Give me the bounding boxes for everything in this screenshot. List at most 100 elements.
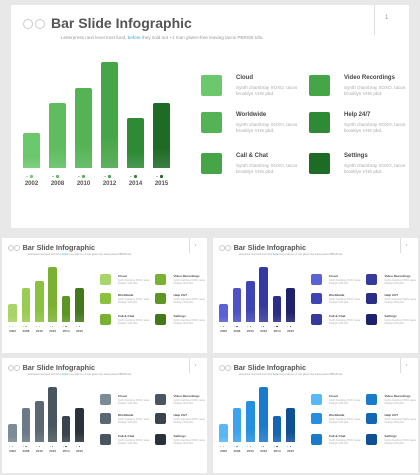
feature-icon-square bbox=[366, 394, 378, 405]
feature-title: Cloud bbox=[328, 394, 338, 399]
logo-circle-icon bbox=[219, 365, 226, 372]
subtitle-link[interactable]: before bbox=[272, 373, 280, 377]
chart-axis-dash bbox=[247, 326, 249, 327]
slide-blue: Bar Slide Infographic Letterpress next le… bbox=[213, 358, 418, 473]
subtitle-text: Letterpress next level trust fund, bbox=[238, 253, 273, 257]
chart-bar-2014 bbox=[61, 416, 71, 442]
page-title: Bar Slide Infographic bbox=[51, 15, 192, 31]
logo-circle-icon bbox=[35, 19, 45, 29]
chart-tick-marker bbox=[262, 325, 265, 328]
feature-description: Synth chambray XOXO, tacos brooklyn VHS … bbox=[117, 319, 150, 326]
chart-bar-2008 bbox=[49, 103, 66, 168]
chart-tick-label: 2015 bbox=[154, 181, 169, 187]
chart-tick-marker bbox=[222, 445, 225, 448]
feature-icon-square bbox=[99, 434, 111, 446]
chart-tick-label: 2014 bbox=[128, 181, 143, 187]
chart-tick-label: 2002 bbox=[220, 448, 227, 453]
feature-icon-square bbox=[310, 314, 322, 326]
feature-title: Worldwide bbox=[328, 293, 345, 298]
chart-tick-label: 2015 bbox=[76, 448, 83, 453]
slide-number: 1 bbox=[405, 363, 408, 368]
chart-tick-marker bbox=[38, 445, 41, 448]
chart-tick-marker bbox=[249, 445, 252, 448]
chart-bar-2015 bbox=[286, 408, 295, 442]
chart-axis-dash bbox=[274, 446, 276, 447]
slide-large: Bar Slide Infographic Letterpress next le… bbox=[11, 5, 409, 228]
feature-description: Synth chambray XOXO, tacos brooklyn VHS … bbox=[173, 279, 205, 286]
feature-title: Cloud bbox=[236, 75, 253, 81]
chart-tick-marker bbox=[289, 445, 292, 448]
feature-icon-square bbox=[155, 274, 167, 285]
feature-icon-square bbox=[309, 153, 330, 174]
chart-tick-marker bbox=[51, 445, 54, 448]
chart-axis-dash bbox=[103, 176, 106, 177]
chart-axis-dash bbox=[36, 326, 38, 327]
feature-icon-square bbox=[310, 293, 322, 304]
feature-description: Synth chambray XOXO, tacos brooklyn VHS … bbox=[117, 439, 150, 446]
chart-axis-dash bbox=[129, 176, 132, 177]
chart-tick-marker bbox=[249, 325, 252, 328]
feature-title: Cloud bbox=[328, 274, 338, 279]
chart-tick-marker bbox=[108, 175, 111, 178]
chart-axis-dash bbox=[287, 446, 289, 447]
subtitle-link[interactable]: before bbox=[61, 253, 69, 257]
subtitle-link[interactable]: before bbox=[127, 35, 141, 40]
chart-tick-marker bbox=[65, 445, 67, 448]
chart-tick-label: 2010 bbox=[246, 448, 254, 453]
chart-tick-label: 2002 bbox=[220, 328, 227, 333]
chart-bar-2010 bbox=[34, 280, 44, 322]
feature-icon-square bbox=[99, 293, 111, 304]
chart-axis-dash bbox=[76, 446, 78, 447]
feature-title: Settings bbox=[344, 153, 368, 159]
feature-title: Worldwide bbox=[117, 413, 134, 418]
feature-description: Synth chambray XOXO, tacos brooklyn VHS … bbox=[173, 439, 205, 446]
subtitle-text: Letterpress next level trust fund, bbox=[238, 373, 273, 377]
feature-icon-square bbox=[310, 394, 322, 405]
chart-bar-2012 bbox=[259, 267, 269, 322]
subtitle-link[interactable]: before bbox=[61, 373, 69, 377]
chart-tick-marker bbox=[134, 175, 137, 178]
feature-icon-square bbox=[310, 274, 322, 285]
subtitle-text: Letterpress next level trust fund, bbox=[61, 35, 128, 40]
logo-circle-icon bbox=[23, 19, 33, 29]
feature-icon-square bbox=[201, 112, 222, 133]
subtitle-text: Letterpress next level trust fund, bbox=[27, 373, 62, 377]
chart-tick-marker bbox=[276, 325, 278, 328]
feature-description: Synth chambray XOXO, tacos brooklyn VHS … bbox=[117, 399, 150, 406]
feature-icon-square bbox=[99, 274, 111, 285]
chart-tick-label: 2010 bbox=[35, 448, 43, 453]
feature-icon-square bbox=[155, 293, 167, 304]
feature-icon-square bbox=[99, 394, 111, 405]
slide-number: 1 bbox=[194, 243, 197, 248]
chart-tick-label: 2008 bbox=[50, 181, 65, 187]
page-title: Bar Slide Infographic bbox=[233, 243, 307, 253]
subtitle-link[interactable]: before bbox=[272, 253, 280, 257]
chart-axis-dash bbox=[49, 326, 51, 327]
chart-axis-dash bbox=[22, 446, 24, 447]
feature-description: Synth chambray XOXO, tacos brooklyn VHS … bbox=[173, 418, 205, 425]
feature-title: Video Recordings bbox=[173, 274, 200, 279]
feature-title: Settings bbox=[384, 434, 397, 439]
chart-tick-label: 2014 bbox=[62, 448, 70, 453]
slide-number-divider bbox=[399, 358, 401, 374]
feature-description: Synth chambray XOXO, tacos brooklyn VHS … bbox=[328, 298, 361, 305]
feature-title: Call & Chat bbox=[117, 314, 135, 319]
chart-tick-label: 2012 bbox=[102, 181, 117, 187]
chart-axis-dash bbox=[220, 446, 222, 447]
slide-slate: Bar Slide Infographic Letterpress next le… bbox=[2, 358, 207, 473]
feature-icon-square bbox=[366, 274, 378, 285]
feature-description: Synth chambray XOXO, tacos brooklyn VHS … bbox=[173, 298, 205, 305]
page-title: Bar Slide Infographic bbox=[22, 363, 96, 373]
chart-tick-label: 2012 bbox=[260, 448, 268, 453]
chart-axis-dash bbox=[77, 176, 80, 177]
chart-bar-2012 bbox=[259, 387, 269, 442]
feature-title: Worldwide bbox=[117, 293, 134, 298]
feature-icon-square bbox=[155, 394, 167, 405]
chart-tick-marker bbox=[38, 325, 41, 328]
chart-tick-marker bbox=[236, 445, 238, 448]
chart-tick-label: 2008 bbox=[233, 448, 241, 453]
chart-axis-dash bbox=[247, 446, 249, 447]
subtitle-text: they sold out +1 man gluten-free leaving… bbox=[279, 373, 343, 377]
chart-bar-2015 bbox=[153, 103, 170, 168]
chart-tick-marker bbox=[11, 445, 14, 448]
